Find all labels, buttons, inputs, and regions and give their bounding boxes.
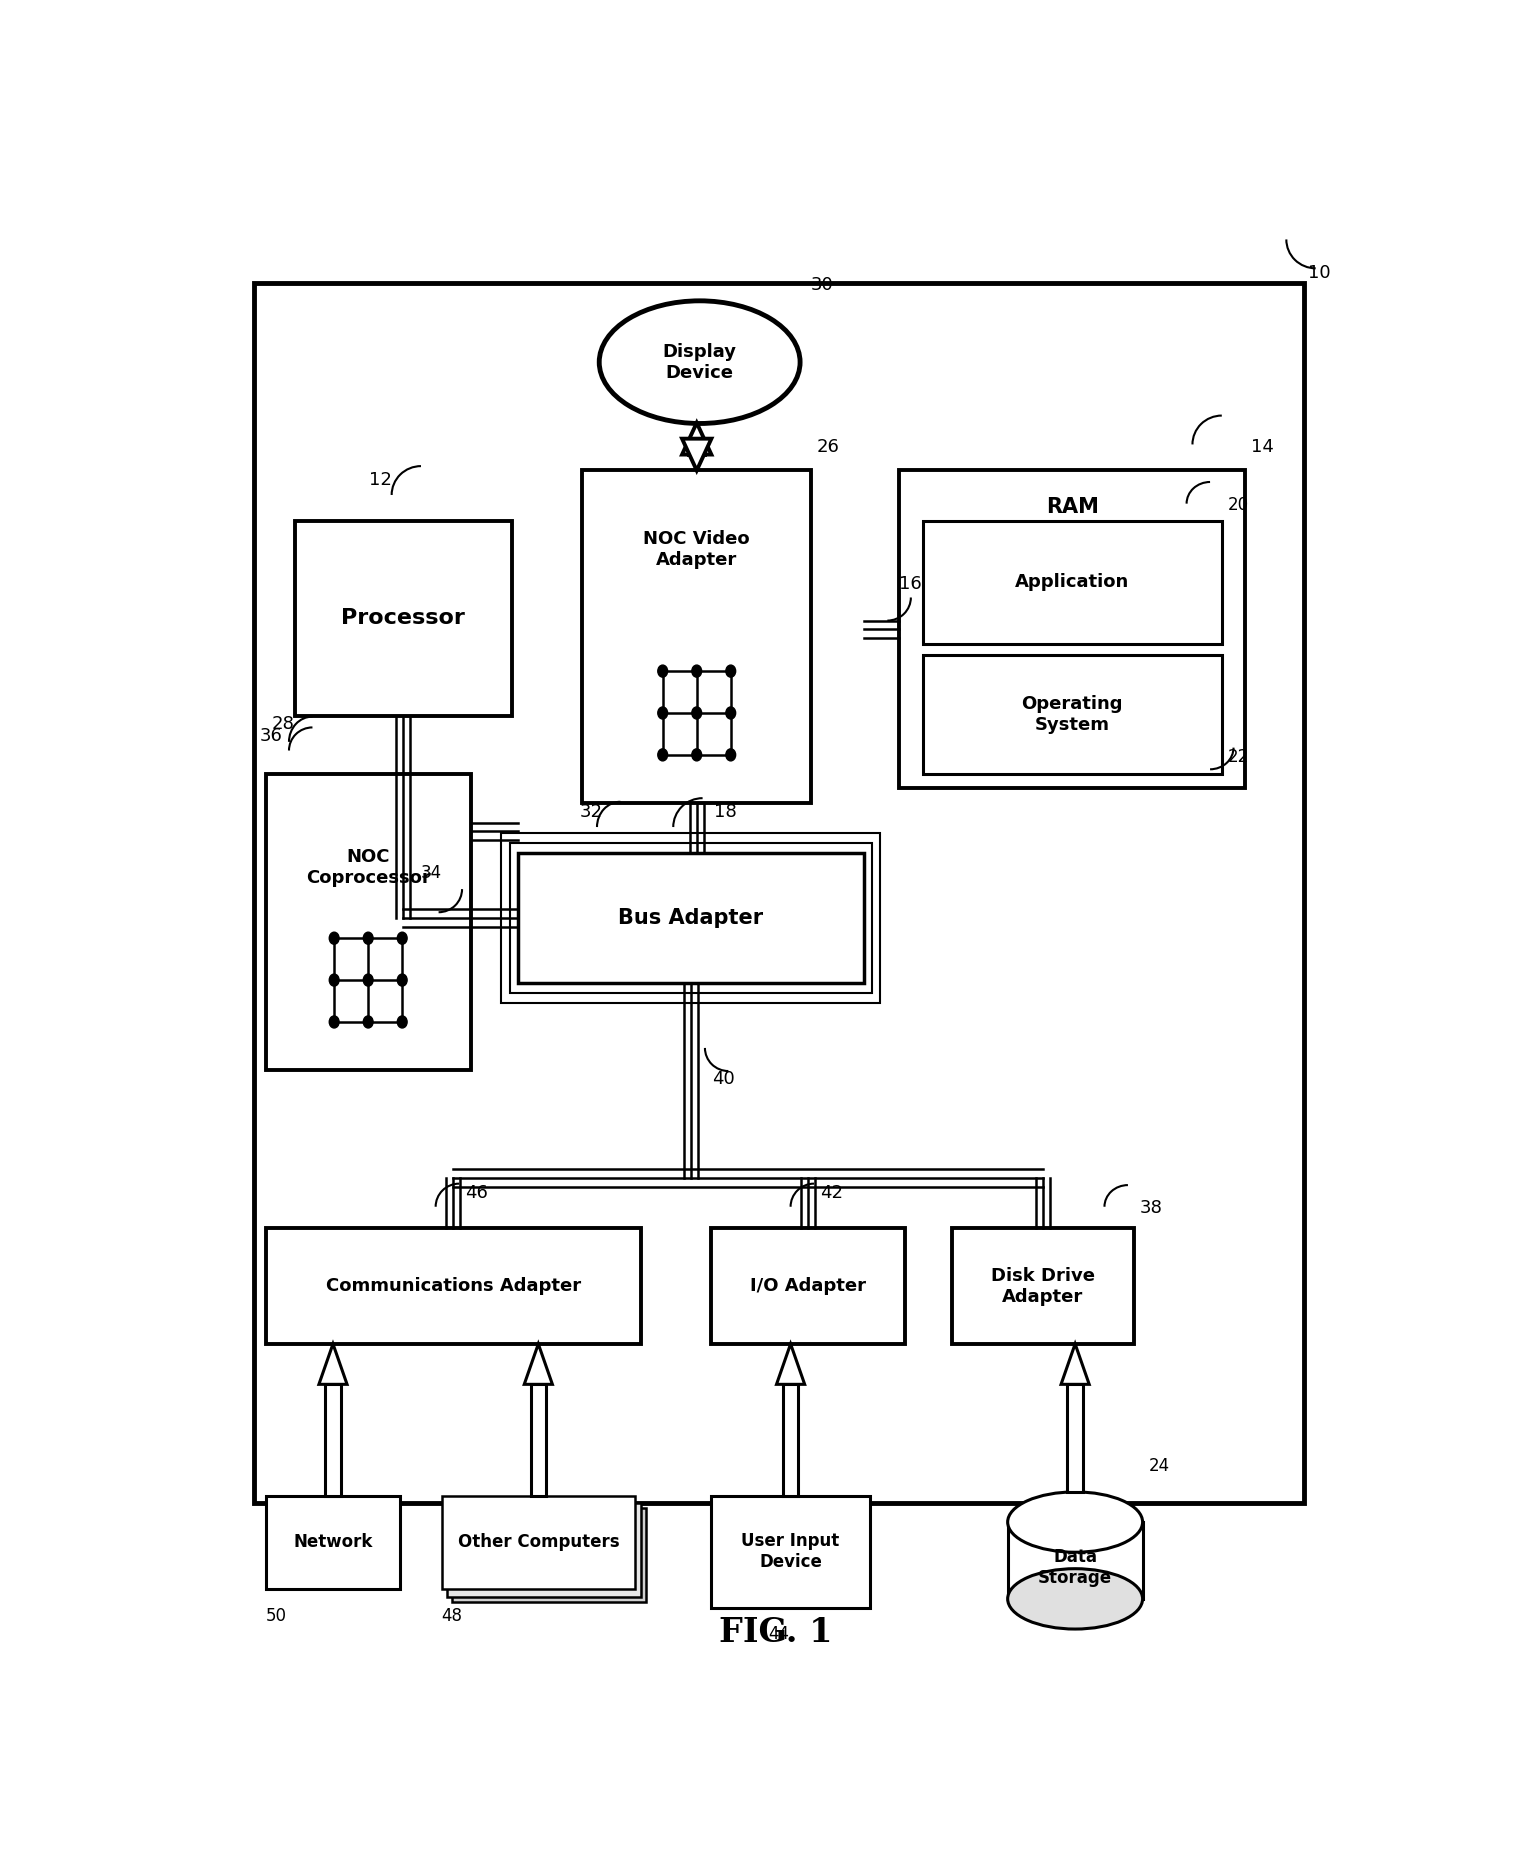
Circle shape — [329, 973, 339, 986]
Circle shape — [657, 666, 668, 677]
Bar — [922, 654, 1222, 774]
Circle shape — [725, 666, 736, 677]
Text: 38: 38 — [1140, 1198, 1163, 1217]
Circle shape — [329, 1016, 339, 1028]
Text: 20: 20 — [1228, 495, 1249, 514]
Text: I/O Adapter: I/O Adapter — [751, 1277, 866, 1296]
Text: 50: 50 — [265, 1607, 286, 1624]
Ellipse shape — [1008, 1569, 1143, 1629]
Bar — [518, 853, 864, 982]
Polygon shape — [1061, 1344, 1089, 1384]
Bar — [712, 1228, 905, 1344]
Text: 40: 40 — [712, 1069, 734, 1088]
Polygon shape — [777, 1344, 804, 1384]
Circle shape — [692, 666, 701, 677]
Text: 34: 34 — [421, 864, 442, 881]
Bar — [922, 521, 1222, 643]
Text: 12: 12 — [369, 471, 392, 489]
Text: 30: 30 — [812, 276, 834, 294]
Circle shape — [692, 707, 701, 718]
Bar — [453, 1509, 645, 1603]
Bar — [448, 1502, 640, 1596]
Bar — [530, 1384, 547, 1496]
Text: 10: 10 — [1308, 264, 1331, 281]
Bar — [510, 844, 872, 994]
Text: Operating
System: Operating System — [1022, 696, 1123, 733]
Circle shape — [397, 1016, 407, 1028]
Text: 22: 22 — [1228, 748, 1249, 767]
Circle shape — [725, 748, 736, 761]
Bar — [1008, 1522, 1143, 1599]
Bar — [583, 471, 812, 802]
Polygon shape — [681, 422, 712, 454]
Circle shape — [329, 932, 339, 945]
Circle shape — [692, 748, 701, 761]
Ellipse shape — [600, 302, 799, 422]
Text: Communications Adapter: Communications Adapter — [326, 1277, 581, 1296]
Text: Other Computers: Other Computers — [457, 1534, 619, 1551]
Bar — [501, 832, 880, 1003]
Text: Application: Application — [1014, 574, 1129, 591]
Text: 42: 42 — [821, 1185, 843, 1202]
Text: Data
Storage: Data Storage — [1039, 1549, 1113, 1586]
Text: Disk Drive
Adapter: Disk Drive Adapter — [990, 1268, 1095, 1305]
Bar — [265, 1496, 400, 1590]
Text: 32: 32 — [580, 802, 603, 821]
Polygon shape — [681, 439, 712, 471]
Bar — [899, 471, 1245, 788]
Text: 48: 48 — [442, 1607, 462, 1624]
Text: Bus Adapter: Bus Adapter — [618, 908, 763, 928]
Circle shape — [397, 973, 407, 986]
Bar — [783, 1384, 798, 1496]
Circle shape — [397, 932, 407, 945]
Text: 28: 28 — [271, 714, 294, 733]
Polygon shape — [524, 1344, 553, 1384]
Bar — [295, 521, 512, 716]
Circle shape — [657, 748, 668, 761]
Bar — [326, 1384, 341, 1496]
Bar — [254, 283, 1304, 1502]
Text: 44: 44 — [769, 1626, 789, 1642]
Text: RAM: RAM — [1046, 497, 1099, 516]
Ellipse shape — [600, 302, 799, 422]
Bar — [952, 1228, 1134, 1344]
Text: Display
Device: Display Device — [663, 343, 737, 381]
Circle shape — [657, 707, 668, 718]
Text: User Input
Device: User Input Device — [742, 1532, 840, 1571]
Text: 14: 14 — [1251, 439, 1273, 456]
Text: 36: 36 — [260, 728, 283, 744]
Text: NOC Video
Adapter: NOC Video Adapter — [643, 531, 749, 570]
Text: 24: 24 — [1149, 1457, 1170, 1474]
Bar — [265, 774, 471, 1069]
Text: 16: 16 — [899, 576, 922, 592]
Text: 26: 26 — [818, 439, 840, 456]
Bar — [689, 439, 706, 454]
Bar — [1067, 1384, 1083, 1492]
Text: 18: 18 — [715, 802, 737, 821]
Bar — [442, 1496, 636, 1590]
Circle shape — [363, 1016, 372, 1028]
Bar — [712, 1496, 871, 1609]
Text: NOC
Coprocessor: NOC Coprocessor — [306, 848, 430, 887]
Polygon shape — [319, 1344, 347, 1384]
Text: FIG. 1: FIG. 1 — [719, 1616, 833, 1648]
Bar — [265, 1228, 640, 1344]
Text: Network: Network — [294, 1534, 372, 1551]
Circle shape — [363, 932, 372, 945]
Text: Processor: Processor — [342, 608, 465, 628]
Circle shape — [363, 973, 372, 986]
Circle shape — [725, 707, 736, 718]
Text: 46: 46 — [465, 1185, 488, 1202]
Ellipse shape — [1008, 1492, 1143, 1552]
